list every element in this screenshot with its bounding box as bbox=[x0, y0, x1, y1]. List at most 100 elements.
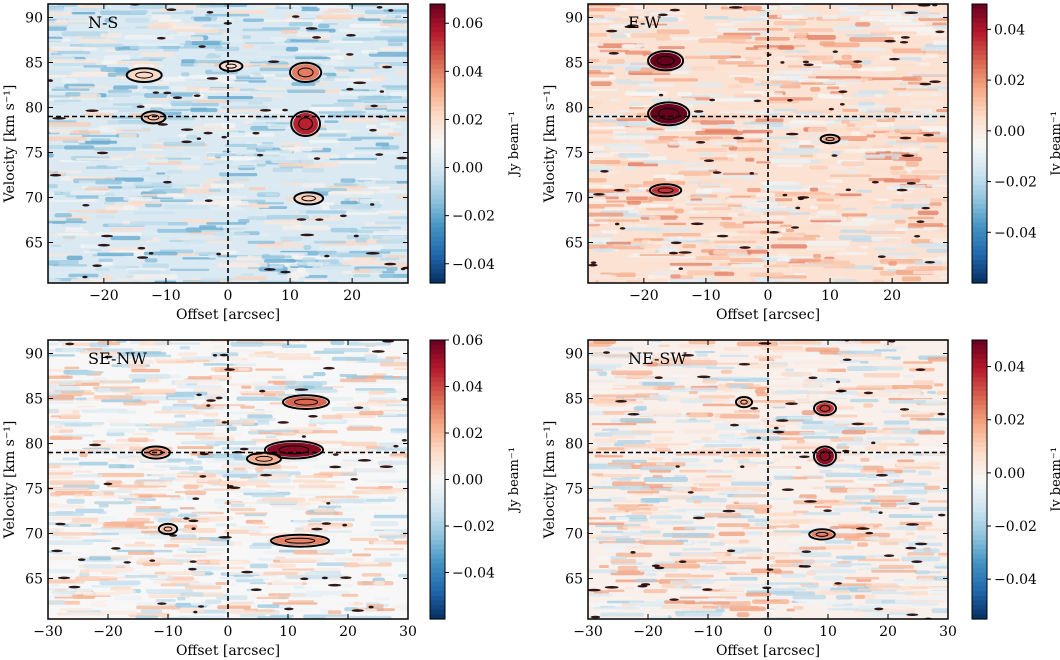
noise-streak bbox=[785, 191, 826, 195]
contour-speck bbox=[329, 465, 342, 469]
noise-streak bbox=[643, 589, 668, 594]
noise-streak bbox=[624, 50, 651, 55]
emission-contour bbox=[288, 61, 323, 84]
noise-streak bbox=[901, 192, 932, 198]
noise-streak bbox=[297, 262, 330, 265]
noise-streak bbox=[75, 195, 99, 199]
noise-streak bbox=[89, 599, 107, 604]
noise-streak bbox=[774, 591, 816, 596]
noise-streak bbox=[909, 218, 948, 223]
noise-streak bbox=[181, 219, 214, 224]
noise-streak bbox=[124, 543, 156, 547]
noise-streak bbox=[379, 47, 404, 51]
noise-streak bbox=[588, 517, 606, 520]
noise-streak bbox=[790, 258, 822, 263]
noise-streak bbox=[588, 398, 623, 403]
noise-streak bbox=[799, 431, 827, 437]
noise-streak bbox=[904, 527, 915, 531]
noise-streak bbox=[808, 216, 848, 221]
noise-streak bbox=[639, 466, 675, 471]
noise-streak bbox=[227, 383, 269, 386]
colorbar-step bbox=[972, 278, 987, 284]
noise-streak bbox=[788, 28, 835, 32]
noise-streak bbox=[742, 202, 778, 207]
noise-streak bbox=[846, 105, 894, 109]
noise-streak bbox=[104, 200, 116, 205]
colorbar-step bbox=[430, 381, 445, 388]
noise-streak bbox=[395, 71, 406, 75]
contour-speck bbox=[224, 368, 235, 371]
noise-streak bbox=[156, 172, 166, 175]
noise-streak bbox=[389, 211, 402, 216]
noise-streak bbox=[341, 260, 388, 266]
noise-streak bbox=[704, 443, 743, 448]
noise-streak bbox=[739, 418, 774, 422]
noise-streak bbox=[822, 419, 855, 425]
noise-streak bbox=[64, 366, 80, 370]
contour-speck bbox=[875, 473, 888, 477]
noise-streak bbox=[48, 12, 73, 16]
noise-streak bbox=[811, 390, 823, 394]
noise-streak bbox=[235, 578, 264, 583]
colorbar-step bbox=[972, 591, 987, 597]
y-tick-label: 80 bbox=[25, 101, 43, 117]
noise-streak bbox=[129, 364, 147, 370]
noise-streak bbox=[363, 354, 378, 359]
noise-streak bbox=[316, 562, 348, 566]
noise-streak bbox=[738, 134, 767, 138]
noise-streak bbox=[379, 257, 400, 261]
colorbar-step bbox=[430, 120, 445, 126]
contour-speck bbox=[842, 449, 850, 453]
noise-streak bbox=[588, 602, 623, 607]
noise-streak bbox=[918, 470, 932, 476]
noise-streak bbox=[270, 485, 296, 489]
noise-streak bbox=[134, 61, 156, 65]
noise-streak bbox=[873, 349, 897, 352]
noise-streak bbox=[340, 178, 356, 183]
colorbar-step bbox=[430, 208, 445, 214]
noise-streak bbox=[844, 577, 880, 580]
noise-streak bbox=[722, 490, 761, 494]
noise-streak bbox=[927, 86, 948, 89]
noise-streak bbox=[750, 568, 782, 574]
noise-streak bbox=[335, 601, 355, 607]
emission-contour bbox=[264, 440, 324, 460]
noise-streak bbox=[791, 264, 835, 267]
x-tick-label: 30 bbox=[399, 624, 417, 640]
noise-streak bbox=[610, 270, 621, 274]
noise-streak bbox=[789, 6, 809, 10]
noise-streak bbox=[284, 349, 298, 354]
noise-streak bbox=[162, 405, 193, 411]
colorbar-step bbox=[972, 344, 987, 350]
noise-streak bbox=[840, 229, 867, 233]
noise-streak bbox=[915, 175, 948, 180]
noise-streak bbox=[221, 566, 245, 570]
colorbar-step bbox=[430, 78, 445, 84]
noise-streak bbox=[221, 177, 250, 182]
noise-streak bbox=[298, 502, 311, 506]
noise-streak bbox=[379, 4, 408, 8]
colorbar-step bbox=[430, 115, 445, 121]
x-tick-label: 0 bbox=[764, 288, 773, 304]
noise-streak bbox=[124, 17, 150, 23]
noise-streak bbox=[200, 230, 245, 233]
noise-streak bbox=[220, 105, 268, 109]
noise-streak bbox=[229, 262, 268, 267]
noise-streak bbox=[784, 368, 795, 372]
noise-streak bbox=[634, 11, 645, 14]
noise-streak bbox=[166, 169, 183, 174]
noise-streak bbox=[66, 498, 85, 504]
noise-streak bbox=[373, 514, 408, 519]
noise-streak bbox=[756, 392, 769, 397]
noise-streak bbox=[774, 198, 793, 202]
emission-feature bbox=[816, 448, 834, 465]
noise-streak bbox=[373, 276, 400, 281]
noise-streak bbox=[610, 559, 637, 564]
contour-speck bbox=[216, 252, 221, 256]
noise-streak bbox=[594, 454, 624, 458]
noise-streak bbox=[779, 5, 793, 10]
contour-speck bbox=[379, 90, 385, 93]
noise-streak bbox=[647, 240, 671, 244]
noise-streak bbox=[912, 270, 948, 275]
